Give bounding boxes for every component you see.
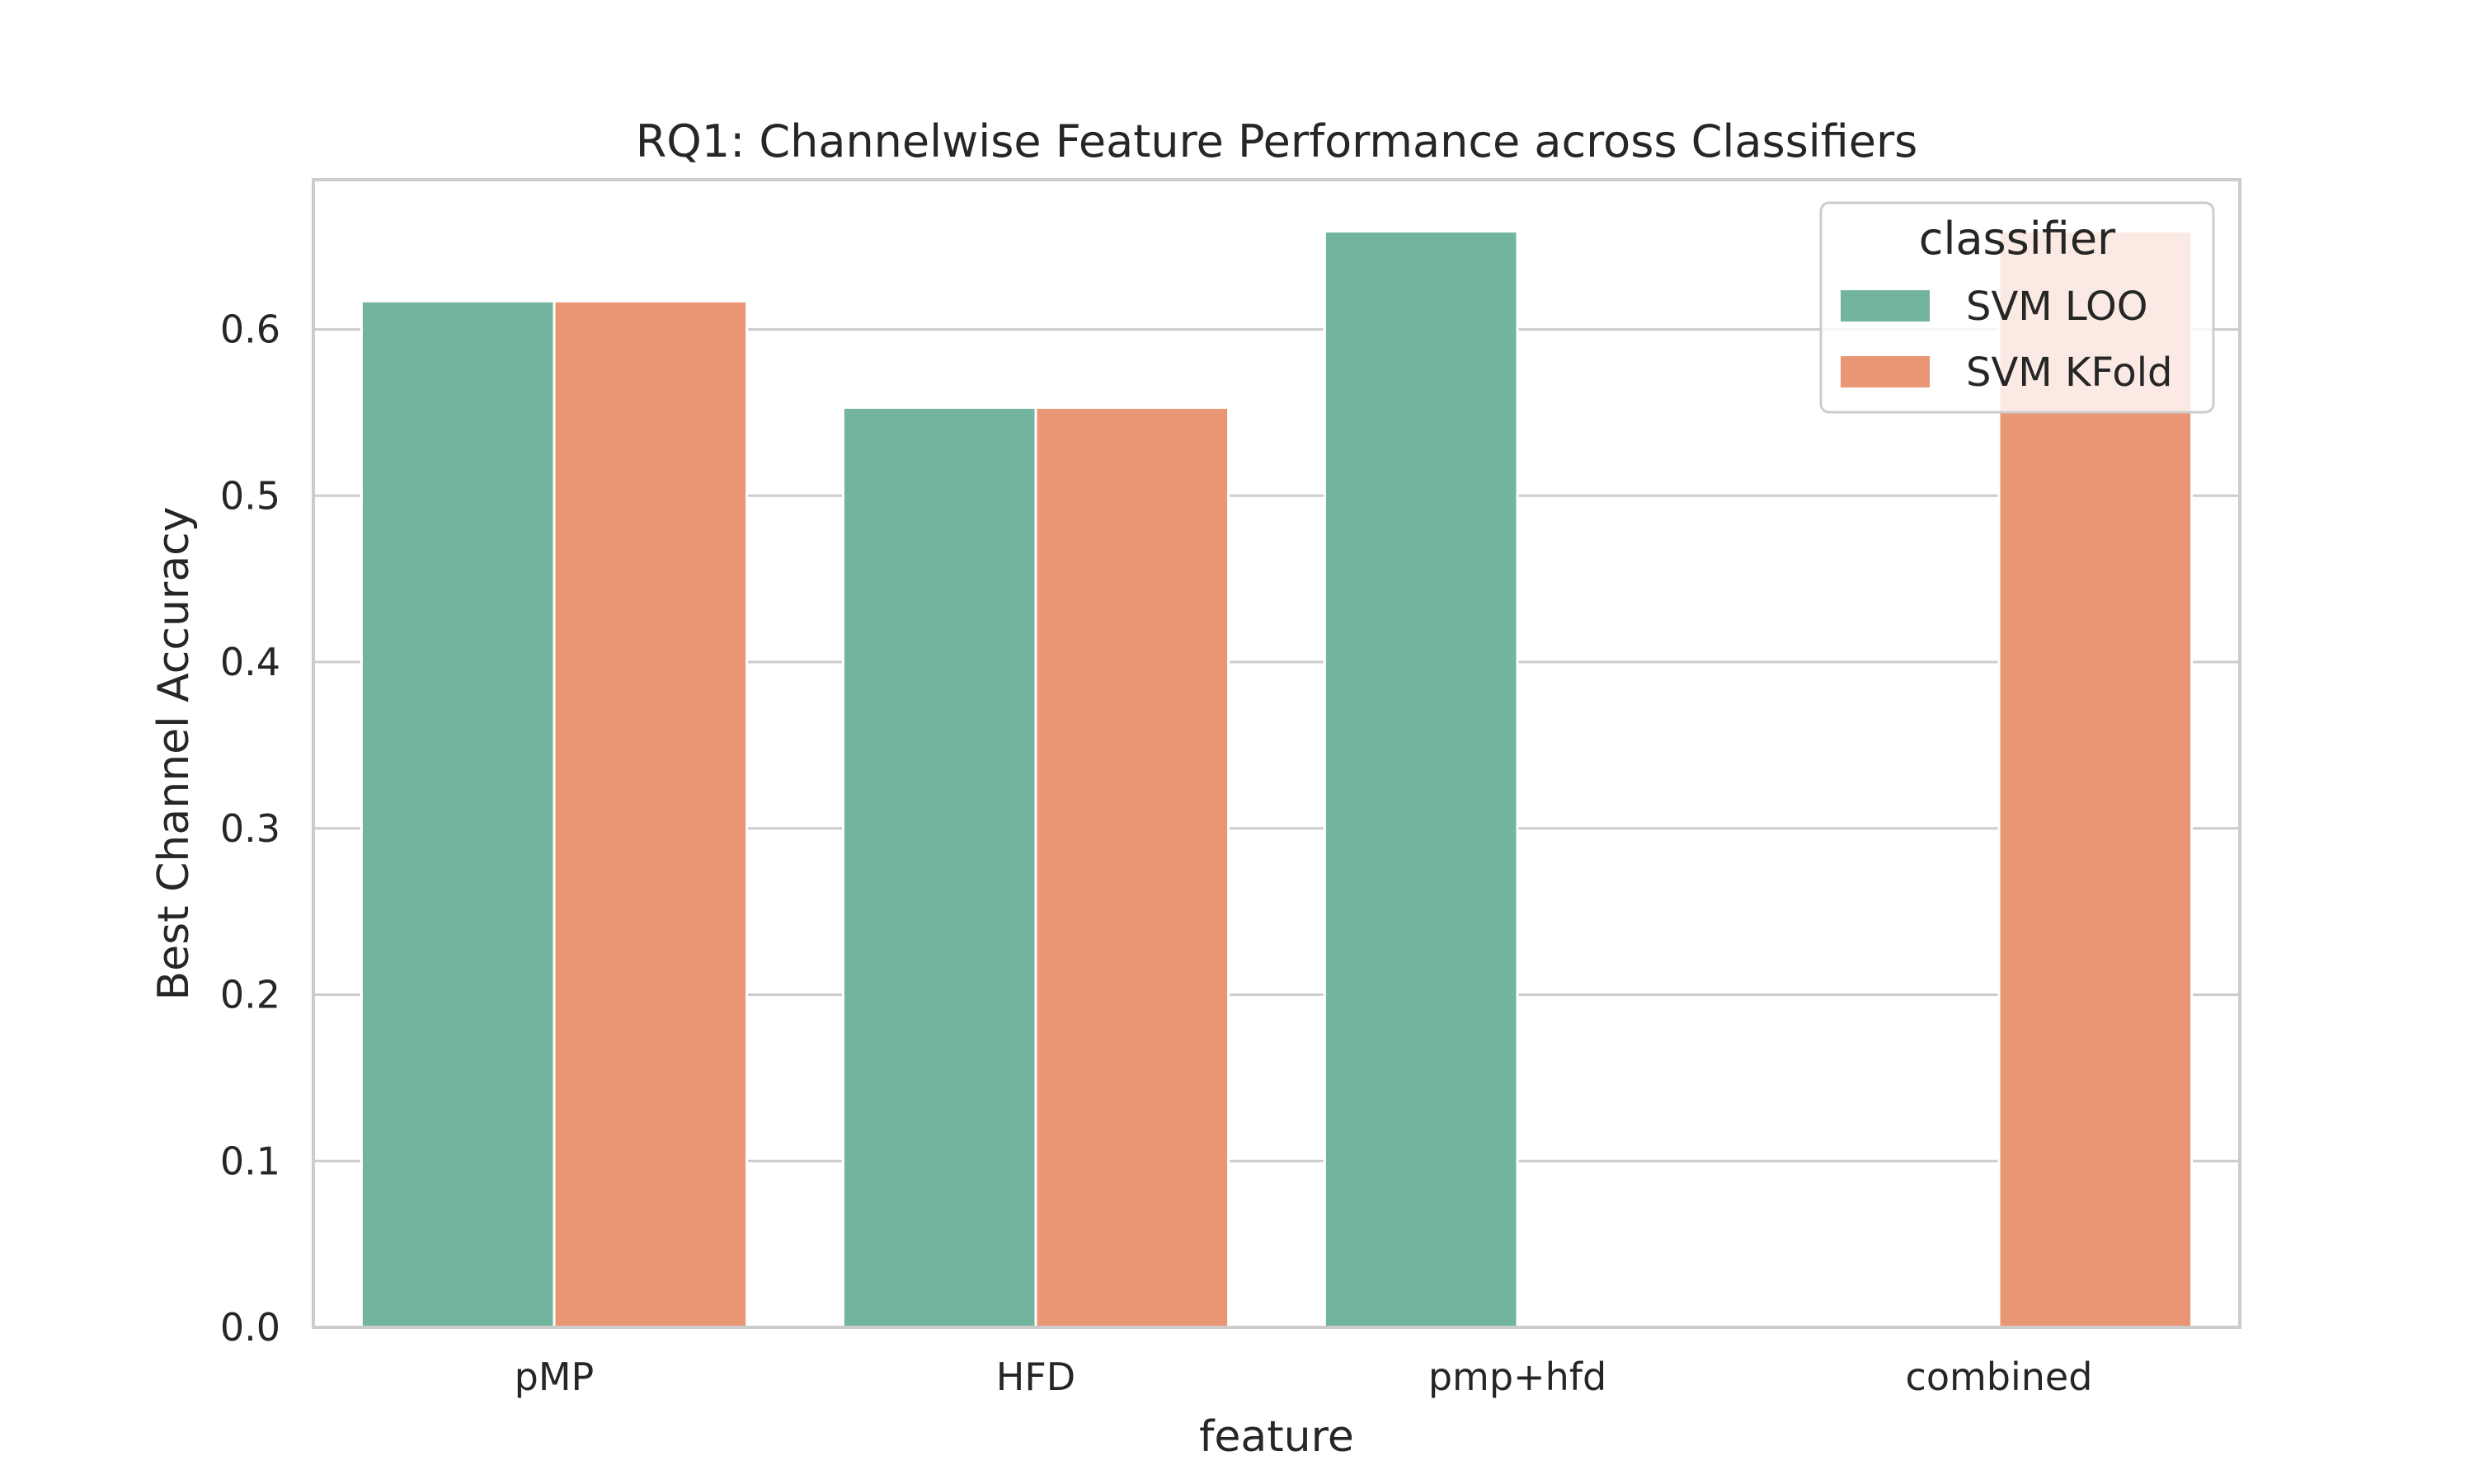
- x-tick-label: combined: [1906, 1355, 2093, 1399]
- x-tick-label: HFD: [996, 1355, 1075, 1399]
- x-axis-label: feature: [1199, 1412, 1354, 1462]
- bar-svm-loo: [1323, 230, 1519, 1329]
- chart-title: RQ1: Channelwise Feature Performance acr…: [636, 115, 1918, 167]
- legend: classifier SVM LOO SVM KFold: [1819, 201, 2215, 414]
- y-tick-label: 0.1: [220, 1139, 280, 1183]
- bar-svm-loo: [841, 406, 1037, 1329]
- x-tick-labels: pMP HFD pmp+hfd combined: [515, 1355, 2093, 1399]
- y-tick-label: 0.2: [220, 973, 280, 1017]
- legend-label: SVM KFold: [1966, 350, 2173, 396]
- y-tick-label: 0.0: [220, 1305, 280, 1350]
- bar-svm-kfold: [1034, 406, 1230, 1329]
- legend-title: classifier: [1919, 213, 2116, 265]
- y-tick-label: 0.6: [220, 308, 280, 352]
- y-tick-label: 0.3: [220, 806, 280, 851]
- y-tick-labels: 0.0 0.1 0.2 0.3 0.4 0.5 0.6: [220, 308, 280, 1350]
- plot-frame: [312, 178, 2241, 1329]
- legend-label: SVM LOO: [1966, 284, 2148, 330]
- bar-svm-kfold: [1997, 230, 2194, 1329]
- legend-swatch: [1841, 290, 1930, 322]
- legend-swatch: [1841, 356, 1930, 387]
- bar-svm-loo: [360, 299, 556, 1329]
- bar-svm-kfold: [553, 299, 749, 1329]
- y-tick-label: 0.5: [220, 473, 280, 518]
- y-axis-label: Best Channel Accuracy: [149, 506, 199, 1000]
- x-tick-label: pMP: [515, 1355, 595, 1399]
- y-tick-label: 0.4: [220, 640, 280, 684]
- x-tick-label: pmp+hfd: [1428, 1355, 1606, 1399]
